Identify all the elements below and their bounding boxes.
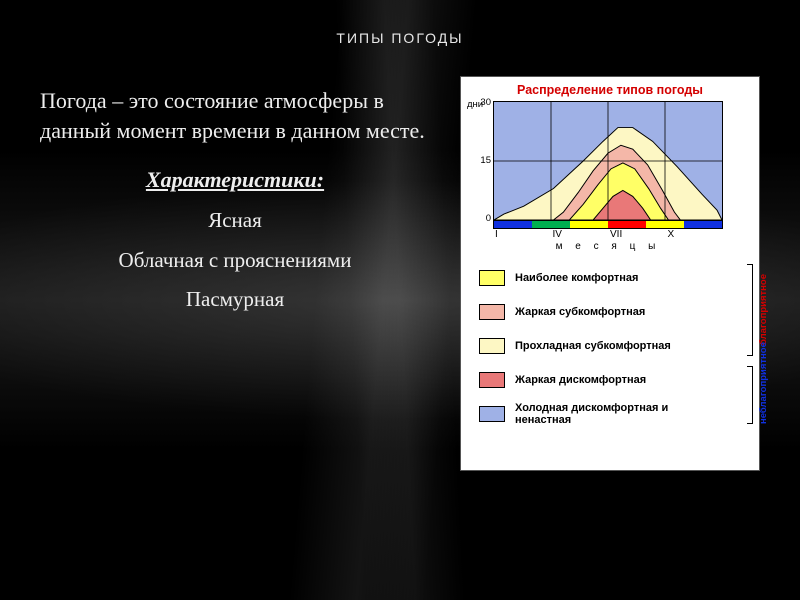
y-tick: 15 [480, 155, 491, 166]
x-tick: VII [608, 229, 666, 240]
legend-label: Холодная дискомфортная и ненастная [515, 402, 690, 426]
x-tick: I [493, 229, 551, 240]
x-axis: I IV VII X м е с я ц ы [493, 221, 723, 252]
legend-swatch [479, 372, 505, 388]
x-ticks: I IV VII X [493, 229, 723, 240]
characteristic-item: Облачная с прояснениями [40, 247, 430, 274]
characteristic-item: Пасмурная [40, 286, 430, 313]
legend-row: Холодная дискомфортная и ненастная [479, 404, 751, 424]
chart-title: Распределение типов погоды [465, 83, 755, 97]
x-tick: IV [551, 229, 609, 240]
legend-row: Жаркая дискомфортная [479, 370, 751, 390]
legend-swatch [479, 270, 505, 286]
legend-label: Жаркая субкомфортная [515, 306, 645, 318]
legend-swatch [479, 304, 505, 320]
x-tick: X [666, 229, 724, 240]
content-row: Погода – это состояние атмосферы в данны… [40, 76, 760, 471]
bracket [747, 366, 753, 424]
slide-container: ТИПЫ ПОГОДЫ Погода – это состояние атмос… [0, 0, 800, 600]
y-axis: дни 30 15 0 [465, 101, 493, 221]
characteristics-heading: Характеристики: [40, 167, 430, 193]
y-tick: 30 [480, 97, 491, 108]
legend-swatch [479, 406, 505, 422]
bracket [747, 264, 753, 356]
bracket-label: неблагоприятное [758, 366, 769, 424]
legend-label: Жаркая дискомфортная [515, 374, 646, 386]
characteristic-item: Ясная [40, 207, 430, 234]
month-color-bar [493, 221, 723, 229]
legend-row: Жаркая субкомфортная [479, 302, 751, 322]
legend-swatch [479, 338, 505, 354]
y-tick: 0 [486, 213, 491, 224]
x-axis-label: м е с я ц ы [493, 241, 723, 252]
legend-label: Прохладная субкомфортная [515, 340, 671, 352]
legend-row: Прохладная субкомфортная [479, 336, 751, 356]
definition-text: Погода – это состояние атмосферы в данны… [40, 86, 430, 145]
plot-wrap: дни 30 15 0 [465, 101, 755, 221]
text-column: Погода – это состояние атмосферы в данны… [40, 76, 430, 471]
legend-label: Наиболее комфортная [515, 272, 638, 284]
legend: Наиболее комфортная Жаркая субкомфортная П… [479, 268, 751, 424]
weather-chart-figure: Распределение типов погоды дни 30 15 0 I… [460, 76, 760, 471]
plot-area [493, 101, 723, 221]
slide-title: ТИПЫ ПОГОДЫ [40, 30, 760, 46]
legend-row: Наиболее комфортная [479, 268, 751, 288]
